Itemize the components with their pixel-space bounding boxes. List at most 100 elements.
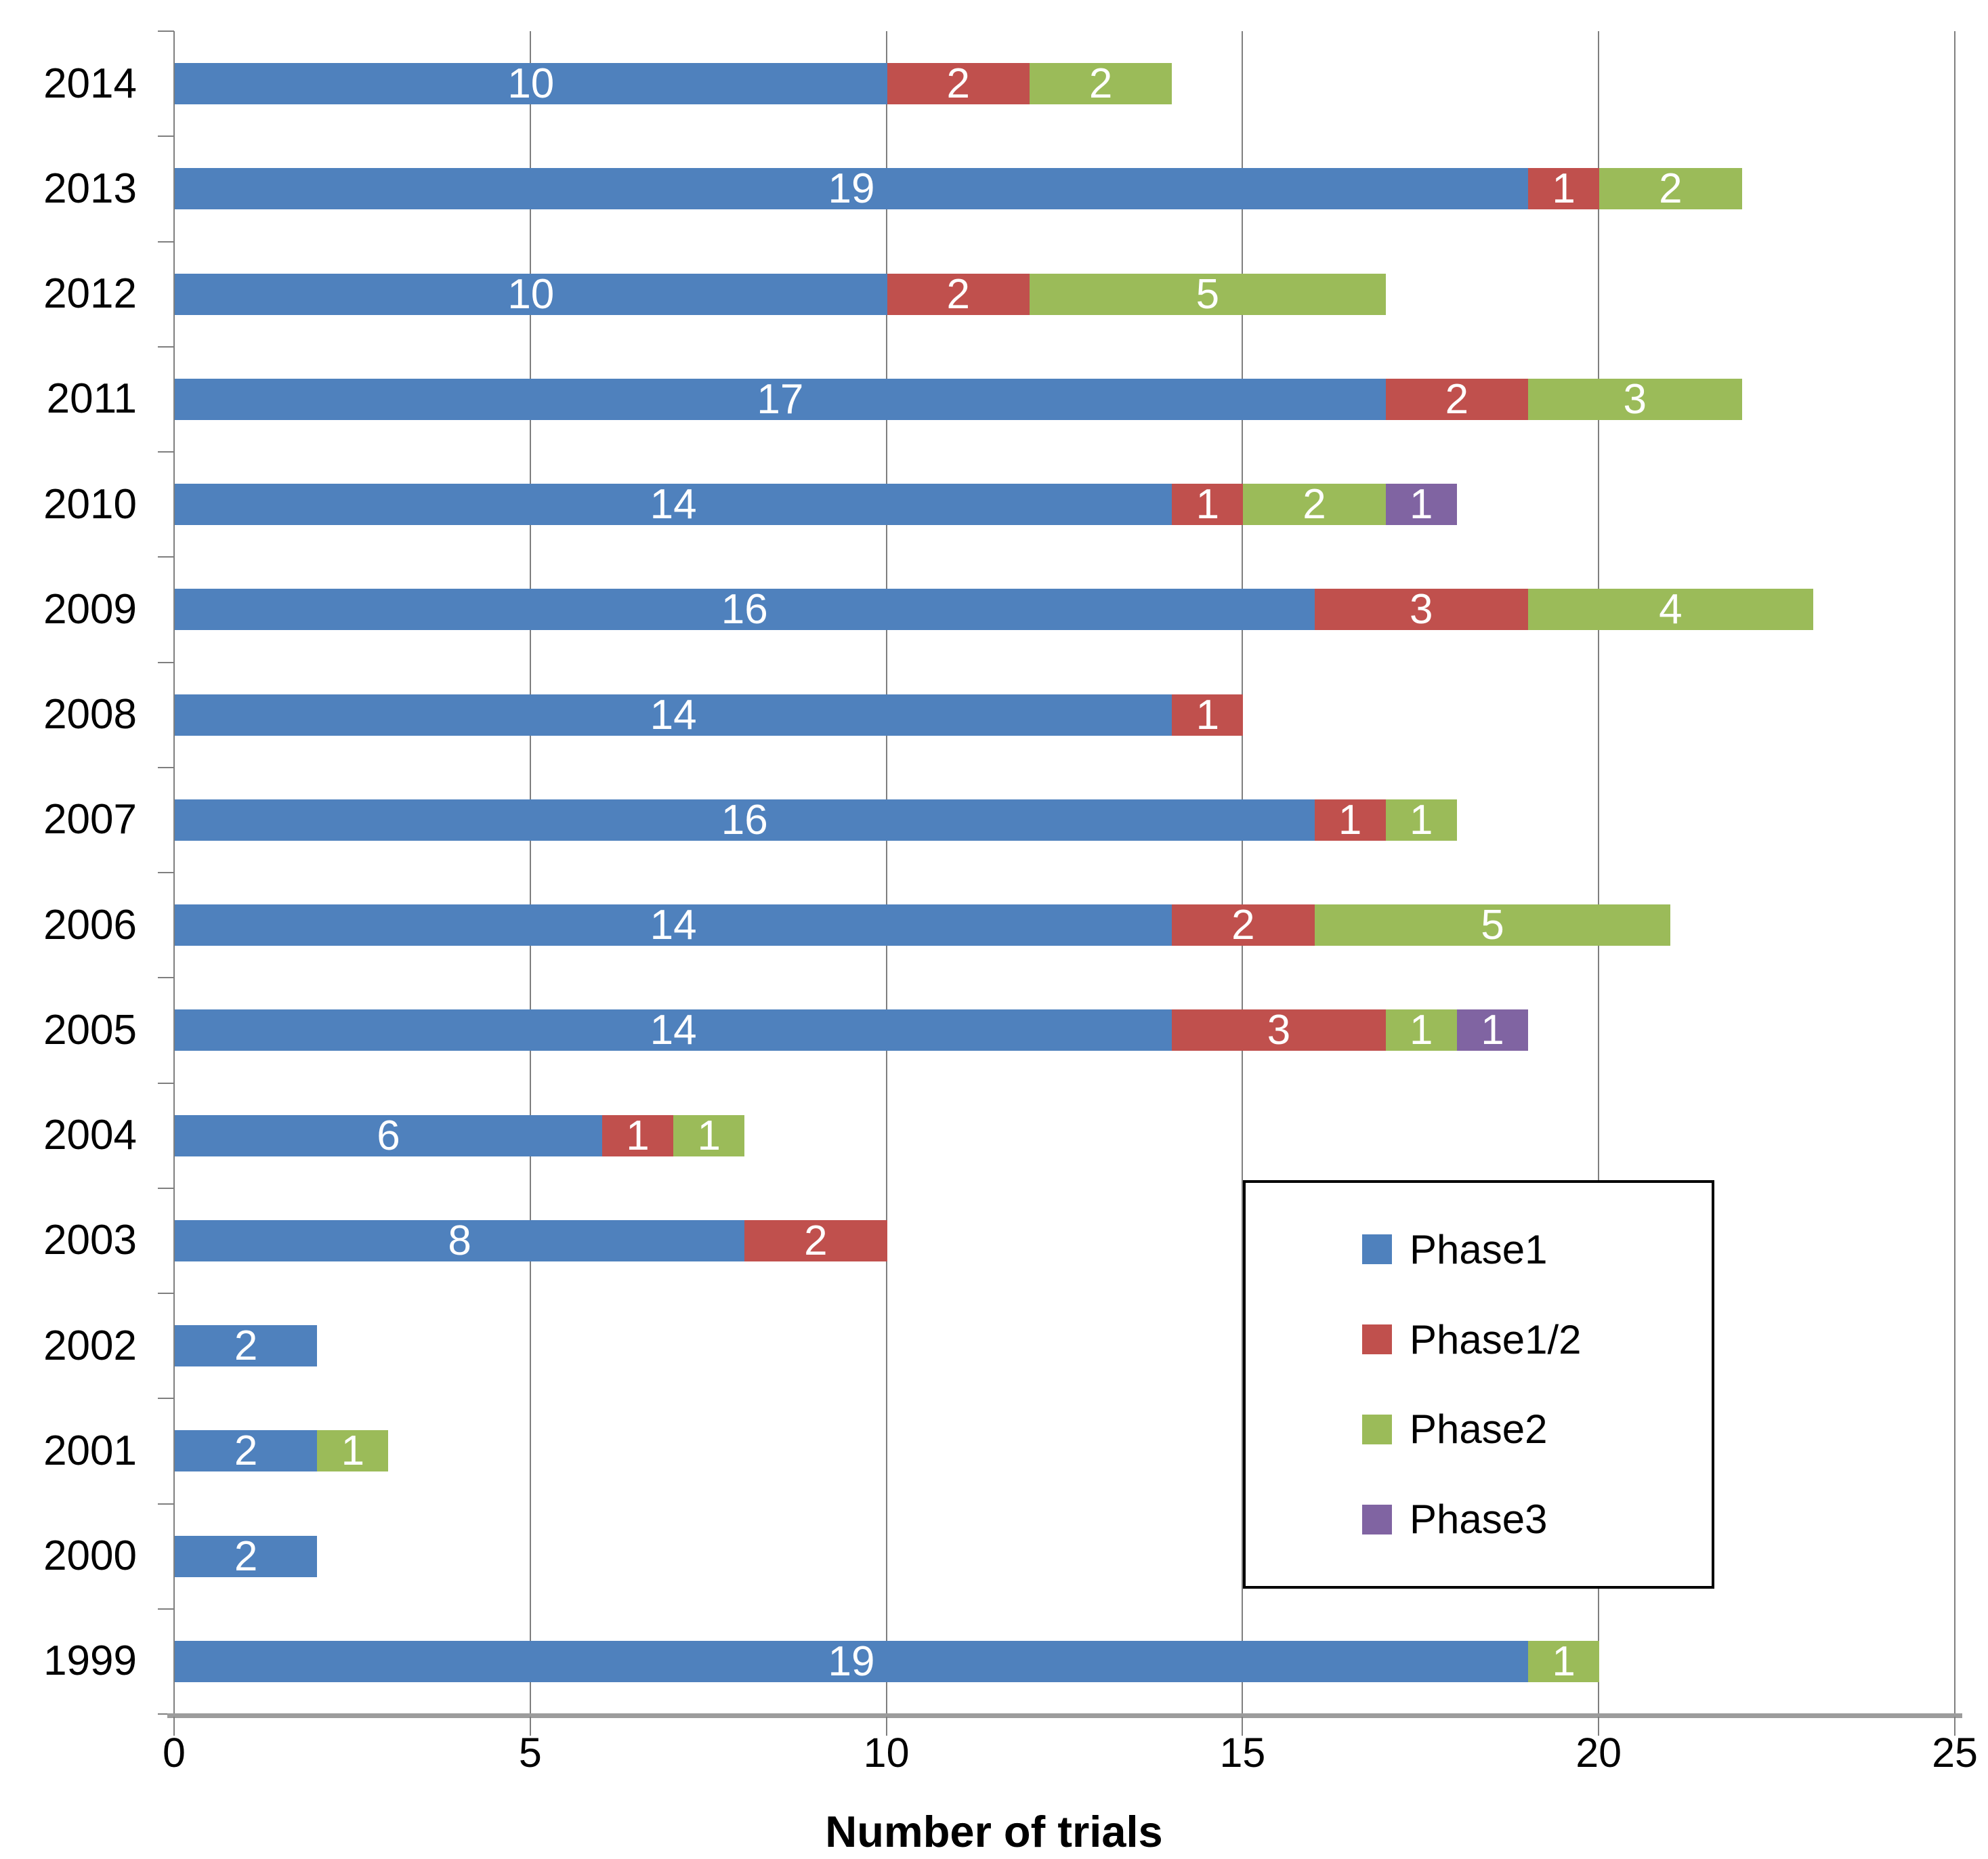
bar-segment-2001-Phase2: 1	[317, 1430, 389, 1472]
gridline-x-20	[1598, 31, 1600, 1714]
x-axis-tick-25	[1954, 1717, 1955, 1736]
legend-entry-Phase1: Phase1	[1362, 1226, 1712, 1273]
x-axis-title: Number of trials	[825, 1807, 1163, 1856]
bar-segment-2010-Phase12: 1	[1172, 484, 1244, 526]
x-axis-tick-label-15: 15	[1219, 1730, 1266, 1776]
category-label-2007: 2007	[43, 796, 137, 843]
category-label-2012: 2012	[43, 270, 137, 318]
y-axis-tick	[158, 556, 174, 558]
legend-entry-Phase2: Phase2	[1362, 1406, 1712, 1453]
bar-segment-2005-Phase12: 3	[1172, 1009, 1386, 1051]
category-label-1999: 1999	[43, 1637, 137, 1685]
bar-segment-2008-Phase12: 1	[1172, 694, 1244, 736]
bar-segment-2002-Phase1: 2	[175, 1325, 318, 1367]
x-axis-tick-label-5: 5	[518, 1730, 542, 1776]
bar-segment-2003-Phase12: 2	[744, 1219, 887, 1261]
x-axis-tick-label-10: 10	[863, 1730, 910, 1776]
y-axis-tick	[158, 451, 174, 453]
bar-segment-2011-Phase2: 3	[1528, 378, 1742, 420]
legend-swatch-icon	[1362, 1504, 1392, 1534]
y-axis-tick	[158, 346, 174, 348]
legend-box: Phase1 Phase1/2 Phase2 Phase3	[1243, 1180, 1714, 1589]
bar-segment-2007-Phase1: 16	[175, 799, 1315, 841]
gridline-x-25	[1954, 31, 1955, 1714]
bar-segment-2005-Phase3: 1	[1456, 1009, 1529, 1051]
bar-segment-2012-Phase12: 2	[887, 273, 1030, 315]
bar-segment-2011-Phase12: 2	[1385, 378, 1529, 420]
x-axis-tick-label-25: 25	[1932, 1730, 1978, 1776]
y-axis-tick	[158, 1187, 174, 1189]
x-axis-tick-15	[1242, 1717, 1244, 1736]
bar-segment-1999-Phase1: 19	[175, 1640, 1529, 1682]
bar-segment-2007-Phase2: 1	[1385, 799, 1457, 841]
legend-label: Phase1	[1410, 1226, 1548, 1272]
bar-segment-2001-Phase1: 2	[175, 1430, 318, 1472]
y-axis-tick	[158, 766, 174, 768]
legend-swatch-icon	[1362, 1324, 1392, 1355]
category-label-2000: 2000	[43, 1532, 137, 1580]
category-label-2001: 2001	[43, 1427, 137, 1474]
bar-segment-2006-Phase12: 2	[1172, 904, 1315, 946]
legend-entry-Phase12: Phase1/2	[1362, 1316, 1712, 1363]
bar-segment-2014-Phase2: 2	[1029, 63, 1172, 105]
category-label-2009: 2009	[43, 585, 137, 633]
legend-label: Phase2	[1410, 1406, 1548, 1453]
bar-segment-2004-Phase2: 1	[673, 1114, 745, 1156]
category-label-2013: 2013	[43, 165, 137, 212]
y-axis-tick	[158, 1503, 174, 1505]
y-axis-tick	[158, 1398, 174, 1400]
bar-segment-2000-Phase1: 2	[175, 1535, 318, 1577]
bar-segment-1999-Phase2: 1	[1528, 1640, 1600, 1682]
category-label-2002: 2002	[43, 1322, 137, 1369]
bar-segment-2012-Phase2: 5	[1029, 273, 1386, 315]
gridline-x-15	[1242, 31, 1244, 1714]
bar-segment-2007-Phase12: 1	[1314, 799, 1386, 841]
x-axis-tick-10	[885, 1717, 887, 1736]
bar-segment-2012-Phase1: 10	[175, 273, 887, 315]
legend-label: Phase3	[1410, 1497, 1548, 1543]
y-axis-tick	[158, 135, 174, 138]
category-label-2005: 2005	[43, 1006, 137, 1053]
gridline-x-10	[885, 31, 887, 1714]
bar-segment-2004-Phase1: 6	[175, 1114, 602, 1156]
category-label-2003: 2003	[43, 1217, 137, 1264]
legend-label: Phase1/2	[1410, 1316, 1582, 1362]
bar-segment-2005-Phase1: 14	[175, 1009, 1172, 1051]
y-axis-tick	[158, 1293, 174, 1294]
bar-segment-2010-Phase1: 14	[175, 484, 1172, 526]
bar-segment-2009-Phase2: 4	[1528, 589, 1813, 631]
bar-segment-2013-Phase1: 19	[175, 168, 1529, 210]
y-axis-tick	[158, 872, 174, 873]
category-label-2004: 2004	[43, 1112, 137, 1159]
bar-segment-2013-Phase12: 1	[1528, 168, 1600, 210]
bar-segment-2004-Phase12: 1	[601, 1114, 674, 1156]
y-axis-line	[173, 31, 175, 1714]
y-axis-tick	[158, 30, 174, 32]
bar-segment-2010-Phase3: 1	[1385, 484, 1457, 526]
bar-segment-2014-Phase1: 10	[175, 63, 887, 105]
category-label-2010: 2010	[43, 480, 137, 528]
bar-segment-2008-Phase1: 14	[175, 694, 1172, 736]
gridline-x-5	[529, 31, 531, 1714]
bar-segment-2013-Phase2: 2	[1599, 168, 1742, 210]
legend-swatch-icon	[1362, 1234, 1392, 1265]
bar-segment-2006-Phase2: 5	[1314, 904, 1671, 946]
category-label-2006: 2006	[43, 901, 137, 948]
category-label-2014: 2014	[43, 60, 137, 107]
category-label-2011: 2011	[46, 375, 137, 423]
y-axis-tick	[158, 977, 174, 979]
bar-segment-2009-Phase12: 3	[1314, 589, 1529, 631]
bar-segment-2003-Phase1: 8	[175, 1219, 745, 1261]
x-axis-tick-20	[1598, 1717, 1600, 1736]
legend-entry-Phase3: Phase3	[1362, 1496, 1712, 1543]
x-axis-tick-0	[173, 1717, 175, 1736]
bar-segment-2010-Phase2: 2	[1243, 484, 1386, 526]
bar-segment-2005-Phase2: 1	[1385, 1009, 1457, 1051]
y-axis-tick	[158, 1082, 174, 1084]
x-axis-tick-5	[529, 1717, 531, 1736]
bar-segment-2009-Phase1: 16	[175, 589, 1315, 631]
legend-swatch-icon	[1362, 1414, 1392, 1444]
y-axis-tick	[158, 1713, 174, 1715]
x-axis-tick-label-20: 20	[1575, 1730, 1622, 1776]
